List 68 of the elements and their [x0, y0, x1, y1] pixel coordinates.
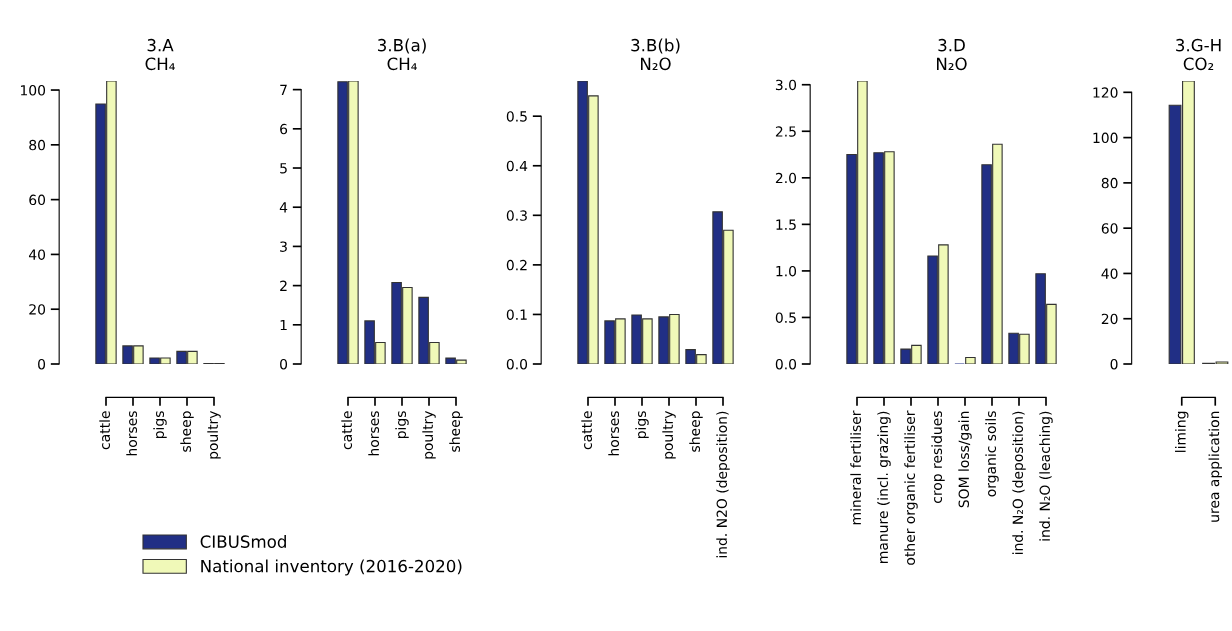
chart-title: 3.B(b) N₂O: [631, 38, 680, 71]
legend-label: National inventory (2016-2020): [201, 559, 462, 576]
x-tick-label: cattle: [581, 411, 593, 450]
x-tick-label: pigs: [635, 411, 649, 438]
y-tick-label: 1.0: [776, 265, 797, 277]
y-tick-label: 60: [29, 194, 46, 206]
y-tick-label: 1: [280, 319, 287, 331]
bar: [965, 356, 976, 364]
x-tick-label: sheep: [689, 411, 703, 452]
y-tick-label: 20: [1101, 313, 1118, 325]
x-tick-label: horses: [126, 411, 138, 456]
x-tick-label: pigs: [153, 411, 167, 438]
y-tick-label: 100: [1093, 132, 1118, 144]
y-tick-label: 0: [1110, 358, 1118, 370]
y-tick-label: 1.5: [776, 219, 796, 230]
chart-title: 3.D N₂O: [937, 38, 967, 71]
x-tick-label: horses: [608, 411, 620, 456]
x-tick-label: poultry: [662, 410, 676, 459]
y-tick-label: 3.0: [775, 79, 797, 91]
y-tick-label: 0.2: [506, 259, 527, 271]
y-tick-label: 7: [280, 84, 287, 95]
y-tick-label: 6: [280, 123, 288, 135]
y-tick-label: 2.0: [775, 172, 797, 184]
y-tick-label: 2.5: [775, 126, 796, 137]
y-tick-label: 60: [1101, 223, 1118, 234]
x-tick-label: ind. N2O (deposition): [716, 411, 730, 558]
y-tick-label: 0.3: [506, 210, 527, 221]
y-tick-label: 0.1: [506, 309, 527, 320]
x-tick-label: manure (incl. grazing): [877, 411, 891, 563]
x-tick-label: horses: [368, 411, 380, 456]
x-tick-label: sheep: [180, 411, 194, 452]
y-tick-label: 40: [1101, 268, 1118, 279]
y-tick-label: 0.0: [775, 358, 797, 370]
x-tick-label: liming: [1175, 411, 1189, 452]
x-tick-label: poultry: [422, 410, 436, 459]
x-tick-label: urea application: [1208, 411, 1222, 522]
y-tick-label: 0.5: [775, 312, 796, 323]
x-tick-label: mineral fertiliser: [850, 410, 862, 525]
x-tick-label: ind. N₂O (deposition): [1012, 411, 1026, 555]
y-tick-label: 0.4: [506, 160, 528, 172]
y-tick-label: 5: [280, 163, 287, 174]
y-tick-label: 0.0: [506, 358, 528, 370]
y-tick-label: 4: [279, 202, 288, 213]
y-tick-label: 0: [280, 358, 288, 370]
x-tick-label: sheep: [449, 411, 463, 452]
y-tick-label: 2: [280, 280, 287, 291]
x-tick-label: organic soils: [985, 411, 999, 497]
y-tick-label: 40: [28, 249, 46, 260]
y-tick-label: 100: [20, 85, 46, 96]
x-tick-label: ind. N₂O (leaching): [1039, 411, 1053, 541]
chart-title: 3.A CH₄: [145, 38, 175, 71]
legend-label: CIBUSmod: [200, 535, 286, 548]
y-tick-label: 80: [29, 139, 46, 151]
x-tick-label: cattle: [341, 411, 353, 450]
x-tick-label: pigs: [395, 411, 409, 438]
x-tick-label: cattle: [99, 411, 111, 450]
y-tick-label: 3: [280, 241, 287, 252]
y-tick-label: 120: [1093, 87, 1118, 98]
y-tick-label: 20: [29, 304, 46, 315]
chart-title: 3.B(a) CH₄: [377, 38, 426, 71]
y-tick-label: 80: [1101, 177, 1118, 189]
x-tick-label: poultry: [207, 410, 221, 459]
x-tick-label: SOM loss/gain: [958, 411, 972, 508]
y-tick-label: 0: [38, 358, 46, 370]
y-tick-label: 0.5: [506, 111, 527, 122]
chart-title: 3.G-H CO₂: [1176, 38, 1221, 71]
x-tick-label: other organic fertiliser: [904, 410, 918, 565]
x-tick-label: crop residues: [931, 411, 945, 503]
